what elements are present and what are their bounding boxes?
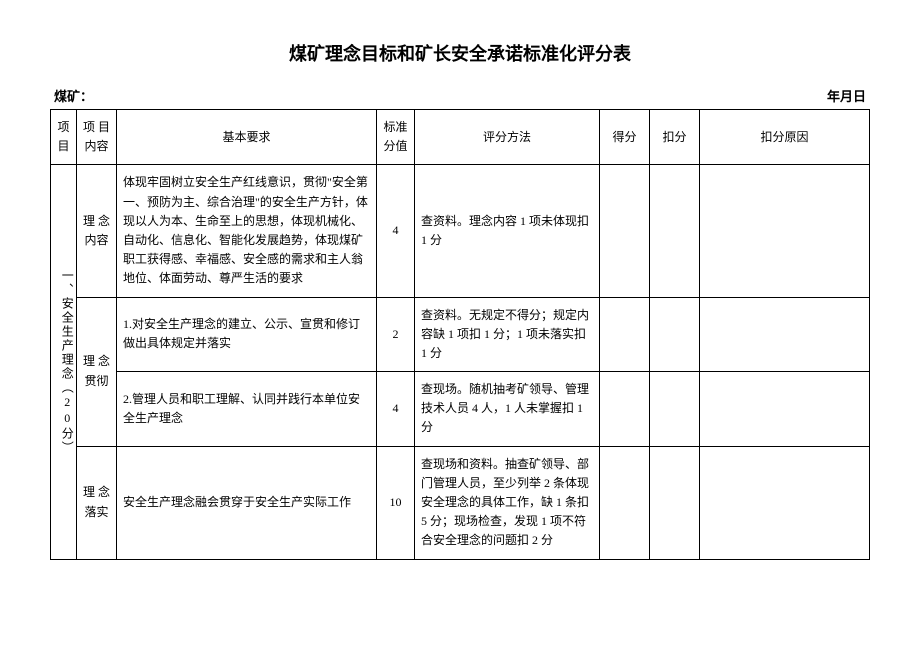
got-cell: [600, 446, 650, 559]
header-right: 年月日: [827, 86, 866, 105]
evaluation-table: 项目 项 目 内容 基本要求 标准分值 评分方法 得分 扣分 扣分原因 一、安全…: [50, 109, 870, 560]
table-row: 2.管理人员和职工理解、认同并践行本单位安全生产理念 4 查现场。随机抽考矿领导…: [51, 372, 870, 447]
deduct-cell: [650, 372, 700, 447]
header-left: 煤矿：: [54, 86, 93, 105]
reason-cell: [700, 165, 870, 297]
requirement-cell: 1.对安全生产理念的建立、公示、宣贯和修订做出具体规定并落实: [117, 297, 377, 372]
got-cell: [600, 372, 650, 447]
method-cell: 查现场和资料。抽查矿领导、部门管理人员，至少列举 2 条体现安全理念的具体工作，…: [415, 446, 600, 559]
project-cell: 一、安全生产理念（20分）: [51, 165, 77, 559]
col-reason: 扣分原因: [700, 110, 870, 165]
table-row: 理 念 落实 安全生产理念融会贯穿于安全生产实际工作 10 查现场和资料。抽查矿…: [51, 446, 870, 559]
col-got: 得分: [600, 110, 650, 165]
table-row: 理 念 贯彻 1.对安全生产理念的建立、公示、宣贯和修订做出具体规定并落实 2 …: [51, 297, 870, 372]
table-row: 一、安全生产理念（20分） 理 念 内容 体现牢固树立安全生产红线意识，贯彻"安…: [51, 165, 870, 297]
col-content: 项 目 内容: [77, 110, 117, 165]
table-header-row: 项目 项 目 内容 基本要求 标准分值 评分方法 得分 扣分 扣分原因: [51, 110, 870, 165]
reason-cell: [700, 446, 870, 559]
score-cell: 4: [377, 372, 415, 447]
requirement-cell: 体现牢固树立安全生产红线意识，贯彻"安全第一、预防为主、综合治理"的安全生产方针…: [117, 165, 377, 297]
method-cell: 查现场。随机抽考矿领导、管理技术人员 4 人，1 人未掌握扣 1 分: [415, 372, 600, 447]
reason-cell: [700, 297, 870, 372]
content-cell: 理 念 贯彻: [77, 297, 117, 446]
col-requirement: 基本要求: [117, 110, 377, 165]
header-row: 煤矿： 年月日: [50, 86, 870, 105]
project-label: 一、安全生产理念（20分）: [57, 269, 76, 455]
col-deduct: 扣分: [650, 110, 700, 165]
page-title: 煤矿理念目标和矿长安全承诺标准化评分表: [50, 40, 870, 66]
col-method: 评分方法: [415, 110, 600, 165]
got-cell: [600, 165, 650, 297]
requirement-cell: 安全生产理念融会贯穿于安全生产实际工作: [117, 446, 377, 559]
content-cell: 理 念 内容: [77, 165, 117, 297]
score-cell: 10: [377, 446, 415, 559]
score-cell: 2: [377, 297, 415, 372]
col-score: 标准分值: [377, 110, 415, 165]
content-cell: 理 念 落实: [77, 446, 117, 559]
method-cell: 查资料。理念内容 1 项未体现扣 1 分: [415, 165, 600, 297]
requirement-cell: 2.管理人员和职工理解、认同并践行本单位安全生产理念: [117, 372, 377, 447]
method-cell: 查资料。无规定不得分；规定内容缺 1 项扣 1 分；1 项未落实扣 1 分: [415, 297, 600, 372]
col-project: 项目: [51, 110, 77, 165]
score-cell: 4: [377, 165, 415, 297]
deduct-cell: [650, 165, 700, 297]
deduct-cell: [650, 297, 700, 372]
reason-cell: [700, 372, 870, 447]
got-cell: [600, 297, 650, 372]
deduct-cell: [650, 446, 700, 559]
